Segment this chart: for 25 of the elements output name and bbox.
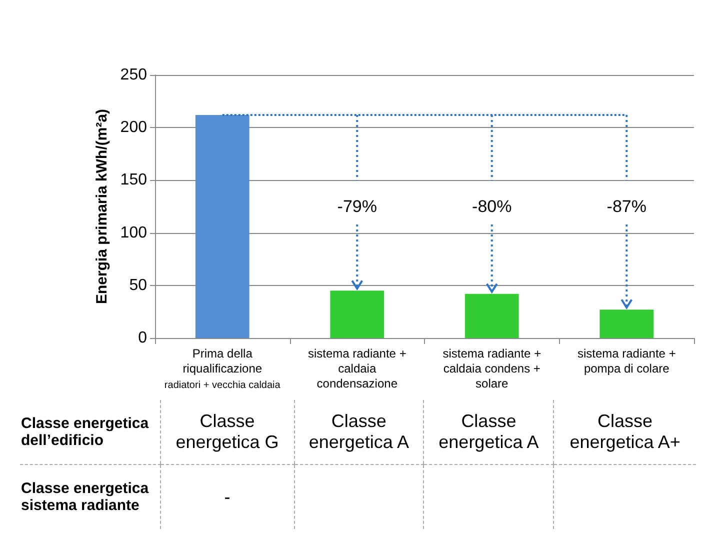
text: Classe energetica A: [294, 400, 424, 464]
annotation: -80%: [472, 197, 512, 216]
annotation: -87%: [606, 197, 646, 216]
text: Classe energetica A: [424, 400, 554, 464]
y-tick-label: 200: [120, 119, 148, 136]
annotation: -79%: [337, 197, 377, 216]
bar: [600, 310, 654, 338]
bar: [330, 290, 384, 338]
x-tick-label: sistema radiante + pompa di colare: [577, 346, 676, 376]
y-tick-label: 250: [120, 66, 148, 84]
y-axis-title: Energia primaria kWh/(m²a): [93, 108, 110, 304]
y-tick-label: 100: [120, 224, 148, 242]
bar: [464, 294, 519, 338]
text: Classe energetica G: [160, 400, 294, 464]
y-tick-label: 50: [129, 276, 148, 294]
text: -: [160, 464, 294, 529]
text: Classe energetica dell’edificio: [20, 400, 160, 464]
y-tick-label: 0: [138, 330, 148, 346]
x-tick-label: Prima della riqualificazione radiatori + vecchia caldaia: [164, 346, 281, 391]
text: Classe energetica A+: [554, 400, 696, 464]
x-tick-label: sistema radiante + caldaia condens + solare: [442, 346, 542, 390]
bar: [195, 114, 250, 338]
x-tick-label: sistema radiante + caldaia condensazione: [308, 346, 406, 390]
y-tick-label: 150: [120, 172, 148, 189]
text: Classe energetica sistema radiante: [20, 479, 150, 516]
